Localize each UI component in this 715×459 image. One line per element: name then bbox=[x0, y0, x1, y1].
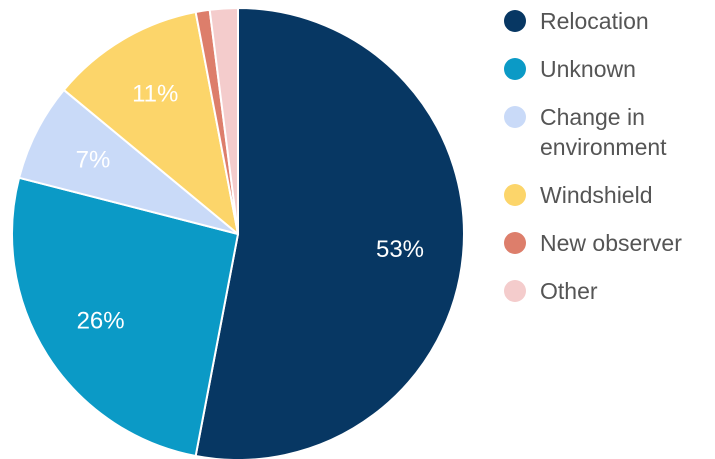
legend-marker-unknown bbox=[504, 58, 526, 80]
legend-item-windshield: Windshield bbox=[504, 182, 653, 208]
pie-slice-unknown bbox=[11, 176, 239, 457]
slice-label-windshield: 11% bbox=[132, 80, 178, 107]
legend-item-change-in-environment: Change in environment bbox=[504, 104, 667, 160]
legend-marker-other bbox=[504, 280, 526, 302]
slice-label-relocation: 53% bbox=[376, 236, 424, 263]
legend-item-new-observer: New observer bbox=[504, 230, 682, 256]
pie-slice-relocation bbox=[194, 7, 465, 459]
legend-marker-change-in-environment bbox=[504, 106, 526, 128]
legend-label-windshield: Windshield bbox=[540, 182, 653, 208]
legend-item-other: Other bbox=[504, 278, 598, 304]
legend-marker-new-observer bbox=[504, 232, 526, 254]
legend-label-new-observer: New observer bbox=[540, 230, 682, 256]
slice-labels: 53% 26% 7% 11% bbox=[76, 80, 424, 334]
legend-label-change-in-environment-line-1: Change in bbox=[540, 104, 645, 130]
legend-label-change-in-environment-line-2: environment bbox=[540, 134, 667, 160]
legend-marker-relocation bbox=[504, 10, 526, 32]
slice-label-change-in-environment: 7% bbox=[76, 147, 111, 174]
legend-label-relocation: Relocation bbox=[540, 8, 649, 34]
legend: Relocation Unknown Change in environment Win… bbox=[504, 8, 682, 304]
legend-item-relocation: Relocation bbox=[504, 8, 649, 34]
legend-label-unknown: Unknown bbox=[540, 56, 636, 82]
pie-slice-windshield bbox=[62, 11, 239, 235]
pie-slices bbox=[11, 6, 465, 459]
legend-item-unknown: Unknown bbox=[504, 56, 636, 82]
slice-label-unknown: 26% bbox=[77, 308, 125, 335]
pie-slice-other bbox=[208, 6, 239, 235]
legend-label-other: Other bbox=[540, 278, 598, 304]
legend-marker-windshield bbox=[504, 184, 526, 206]
